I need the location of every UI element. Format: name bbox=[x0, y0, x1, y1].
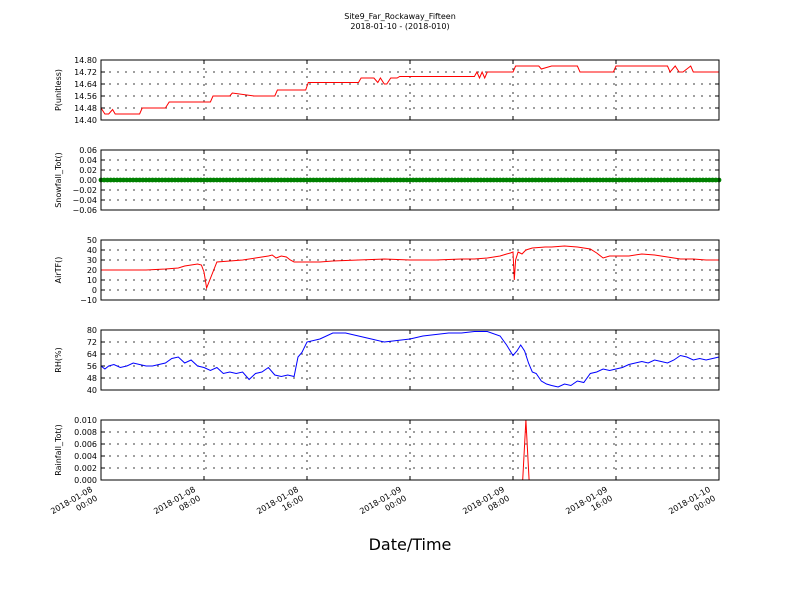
x-tick-label: 2018-01-1000:00 bbox=[667, 485, 717, 525]
panel-frame bbox=[100, 149, 720, 211]
y-tick-label: 50 bbox=[87, 236, 97, 245]
y-tick-label: 0.010 bbox=[74, 416, 97, 425]
panel-4: 0.000 0.002 0.004 0.006 0.008 0.010 Rainfall_T… bbox=[54, 416, 720, 485]
panel-3: 40 48 56 64 72 80 RH(%) bbox=[54, 326, 720, 395]
panel-1: −0.06−0.04−0.020.000.020.040.06 Snowfall_… bbox=[54, 146, 722, 215]
x-tick-label: 2018-01-0908:00 bbox=[461, 485, 511, 525]
y-tick-label: −0.04 bbox=[72, 196, 97, 205]
y-tick-label: 0.004 bbox=[74, 452, 97, 461]
y-tick-label: 14.56 bbox=[74, 92, 97, 101]
y-tick-label: 0.006 bbox=[74, 440, 97, 449]
y-axis-label: Snowfall_Tot() bbox=[54, 152, 63, 208]
chart-title: Site9_Far_Rockaway_Fifteen bbox=[344, 12, 456, 21]
series-line bbox=[101, 245, 719, 290]
panel-frame bbox=[100, 59, 720, 121]
x-tick-label: 2018-01-0816:00 bbox=[255, 485, 305, 525]
y-tick-label: 64 bbox=[87, 350, 97, 359]
y-tick-label: −0.02 bbox=[72, 186, 97, 195]
chart-subtitle: 2018-01-10 - (2018-010) bbox=[350, 22, 449, 31]
panel-frame bbox=[100, 329, 720, 391]
y-tick-label: 14.48 bbox=[74, 104, 97, 113]
y-tick-label: 0 bbox=[92, 286, 97, 295]
panel-frame bbox=[100, 239, 720, 301]
y-axis-label: AirTF() bbox=[54, 257, 63, 284]
x-axis-label: Date/Time bbox=[369, 535, 452, 554]
y-tick-label: 14.80 bbox=[74, 56, 97, 65]
y-tick-label: 30 bbox=[87, 256, 97, 265]
y-tick-label: 72 bbox=[87, 338, 97, 347]
y-tick-label: 20 bbox=[87, 266, 97, 275]
y-tick-label: 80 bbox=[87, 326, 97, 335]
series-line bbox=[100, 331, 720, 388]
y-axis-label: P(unitless) bbox=[54, 69, 63, 111]
panel-frame bbox=[100, 419, 720, 481]
y-tick-label: 14.64 bbox=[74, 80, 97, 89]
y-tick-label: −10 bbox=[80, 296, 97, 305]
x-tick-labels: 2018-01-0800:00 2018-01-0808:00 2018-01-08… bbox=[49, 485, 717, 525]
y-tick-label: 0.002 bbox=[74, 464, 97, 473]
x-tick-label: 2018-01-0800:00 bbox=[49, 485, 99, 525]
y-tick-label: 0.00 bbox=[79, 176, 97, 185]
panels-group: 14.40 14.48 14.56 14.64 14.72 14.80 P(unitless… bbox=[54, 56, 722, 485]
series-line bbox=[100, 65, 719, 115]
y-tick-label: 0.02 bbox=[79, 166, 97, 175]
y-tick-label: 14.40 bbox=[74, 116, 97, 125]
x-tick-label: 2018-01-0808:00 bbox=[152, 485, 202, 525]
y-tick-label: 0.04 bbox=[79, 156, 97, 165]
x-tick-label: 2018-01-0900:00 bbox=[358, 485, 408, 525]
x-tick-label: 2018-01-0916:00 bbox=[564, 485, 614, 525]
y-tick-label: 40 bbox=[87, 386, 97, 395]
y-tick-label: 40 bbox=[87, 246, 97, 255]
y-tick-label: 0.06 bbox=[79, 146, 97, 155]
y-tick-label: 0.008 bbox=[74, 428, 97, 437]
y-axis-label: RH(%) bbox=[54, 347, 63, 372]
y-tick-label: −0.06 bbox=[72, 206, 97, 215]
y-tick-label: 0.000 bbox=[74, 476, 97, 485]
y-tick-label: 56 bbox=[87, 362, 97, 371]
y-tick-label: 14.72 bbox=[74, 68, 97, 77]
panel-0: 14.40 14.48 14.56 14.64 14.72 14.80 P(unitless… bbox=[54, 56, 720, 125]
y-tick-label: 48 bbox=[87, 374, 97, 383]
y-tick-label: 10 bbox=[87, 276, 97, 285]
y-axis-label: Rainfall_Tot() bbox=[54, 424, 63, 476]
